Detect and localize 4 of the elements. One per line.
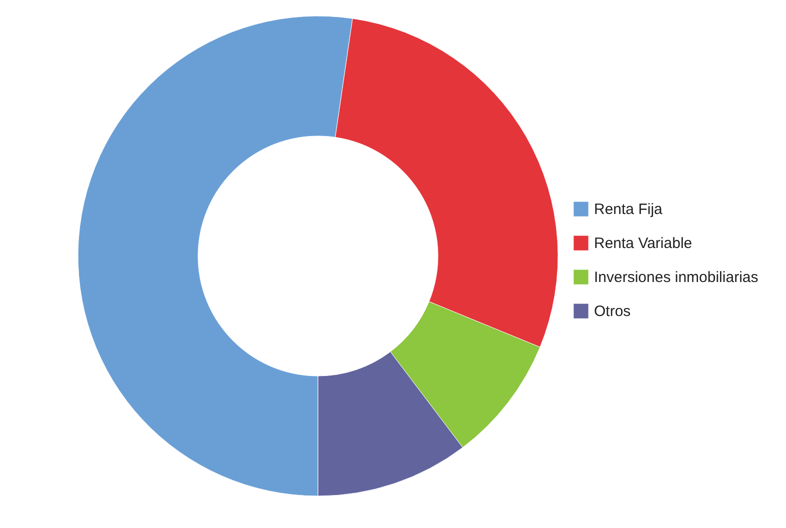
legend-label: Renta Fija — [594, 201, 664, 218]
legend-label: Inversiones inmobiliarias — [594, 269, 758, 286]
legend-label: Otros — [594, 303, 631, 320]
legend-label: Renta Variable — [594, 235, 692, 252]
